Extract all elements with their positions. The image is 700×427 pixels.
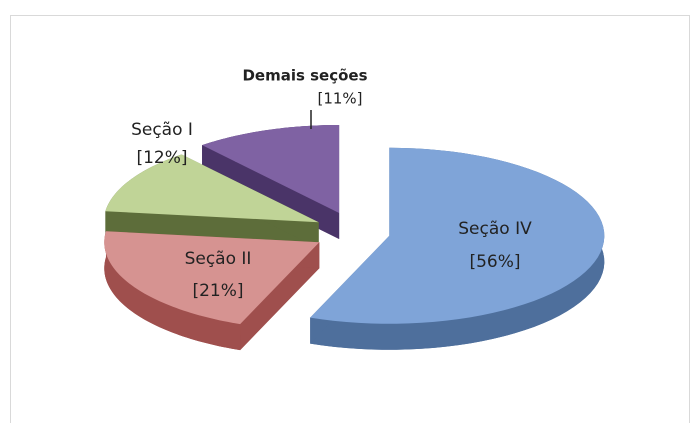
slice-value-label: [12%]: [136, 148, 187, 168]
slice: [202, 124, 340, 213]
slice: [310, 147, 605, 324]
slice: [105, 154, 319, 223]
slice: [104, 231, 320, 325]
slice-value-label: [56%]: [469, 252, 520, 272]
slice-label: Seção II: [185, 249, 252, 269]
slice-rim: [104, 231, 241, 351]
slice-cut-face: [240, 242, 320, 351]
slice-label: Seção I: [131, 120, 193, 140]
pie: [104, 124, 605, 351]
slice-rim: [310, 147, 605, 350]
labels: Seção IV [56%] Seção II [21%] Seção I [12%] De…: [131, 67, 532, 302]
slice-value-label: [11%]: [317, 90, 362, 108]
slice-label: Seção IV: [458, 219, 532, 239]
slice-label: Demais seções: [242, 67, 367, 85]
slice-value-label: [21%]: [192, 281, 243, 301]
